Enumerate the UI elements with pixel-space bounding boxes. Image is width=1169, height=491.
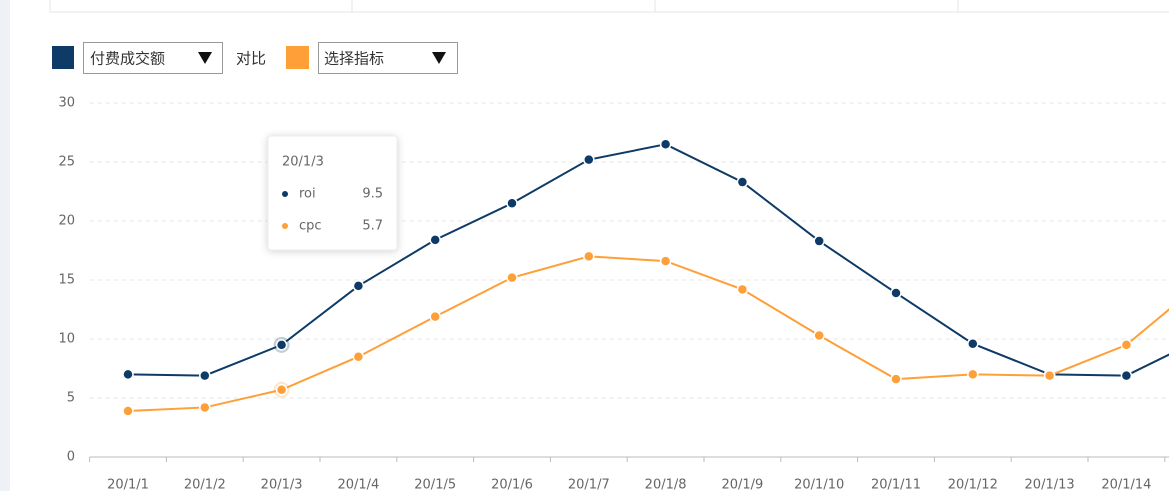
x-tick-label: 20/1/5 — [414, 478, 456, 491]
series-point — [736, 283, 749, 296]
series-point — [659, 138, 672, 151]
x-tick-label: 20/1/9 — [721, 478, 763, 491]
series-point — [275, 339, 288, 351]
series-point — [583, 250, 595, 263]
compare-select-text: 选择指标 — [324, 50, 384, 68]
y-tick-label: 30 — [58, 96, 75, 111]
x-tick-label: 20/1/6 — [491, 478, 533, 491]
y-tick-label: 0 — [67, 450, 75, 465]
series-point — [352, 280, 365, 292]
tooltip-name: cpc — [299, 219, 322, 234]
top-table — [49, 0, 1169, 13]
x-tick-label: 20/1/11 — [871, 478, 921, 491]
metric-swatch — [52, 46, 74, 69]
tooltip: 20/1/3 roi 9.5 cpc 5.7 — [267, 135, 398, 251]
x-tick-label: 20/1/12 — [948, 478, 998, 491]
compare-select[interactable]: 选择指标 — [318, 42, 458, 74]
series-point — [890, 287, 902, 299]
series-point — [506, 197, 518, 210]
series-point — [890, 373, 902, 385]
tooltip-value: 9.5 — [362, 187, 383, 202]
y-tick-label: 15 — [58, 273, 75, 288]
series-point — [967, 368, 979, 381]
metric-select-text: 付费成交额 — [90, 50, 165, 68]
series-point — [1120, 339, 1133, 351]
tooltip-dot — [282, 191, 288, 197]
series-point — [199, 369, 211, 382]
compare-label: 对比 — [236, 50, 266, 68]
tooltip-value: 5.7 — [362, 219, 383, 234]
compare-swatch — [286, 46, 309, 69]
tooltip-title: 20/1/3 — [282, 155, 324, 170]
x-tick-label: 20/1/14 — [1101, 478, 1151, 491]
series-point — [352, 350, 365, 363]
x-tick-label: 20/1/1 — [107, 478, 149, 491]
series-point — [813, 235, 825, 247]
x-tick-label: 20/1/8 — [645, 478, 687, 491]
x-tick-label: 20/1/3 — [261, 478, 303, 491]
series-point — [659, 255, 672, 267]
series-point — [967, 337, 979, 350]
x-tick-label: 20/1/7 — [568, 478, 610, 491]
x-tick-label: 20/1/10 — [794, 478, 844, 491]
tooltip-name: roi — [299, 187, 316, 202]
side-strip — [0, 0, 10, 491]
series-point — [1043, 369, 1056, 382]
y-tick-label: 20 — [58, 214, 75, 229]
x-tick-label: 20/1/13 — [1025, 478, 1075, 491]
series-point — [122, 368, 134, 381]
series-point — [1120, 369, 1133, 382]
series-point — [813, 329, 825, 342]
y-tick-label: 10 — [58, 332, 75, 347]
series-point — [429, 234, 441, 246]
series-point — [583, 153, 595, 166]
plot: 0 5 10 15 20 25 30 20/1/1 20/1/2 20/1/3 20/1/4 20/1… — [58, 96, 1169, 491]
x-tick-label: 20/1/2 — [184, 478, 226, 491]
series-point — [122, 405, 134, 417]
metric-select[interactable]: 付费成交额 — [83, 42, 223, 74]
series-point — [506, 271, 518, 284]
series-point — [199, 401, 211, 414]
y-tick-label: 25 — [58, 155, 75, 170]
y-tick-label: 5 — [67, 391, 75, 406]
tooltip-box — [267, 135, 398, 251]
series-point — [429, 310, 441, 323]
series-point — [736, 176, 749, 188]
tooltip-dot — [282, 223, 288, 229]
series-point — [275, 383, 288, 396]
x-tick-label: 20/1/4 — [337, 478, 379, 491]
